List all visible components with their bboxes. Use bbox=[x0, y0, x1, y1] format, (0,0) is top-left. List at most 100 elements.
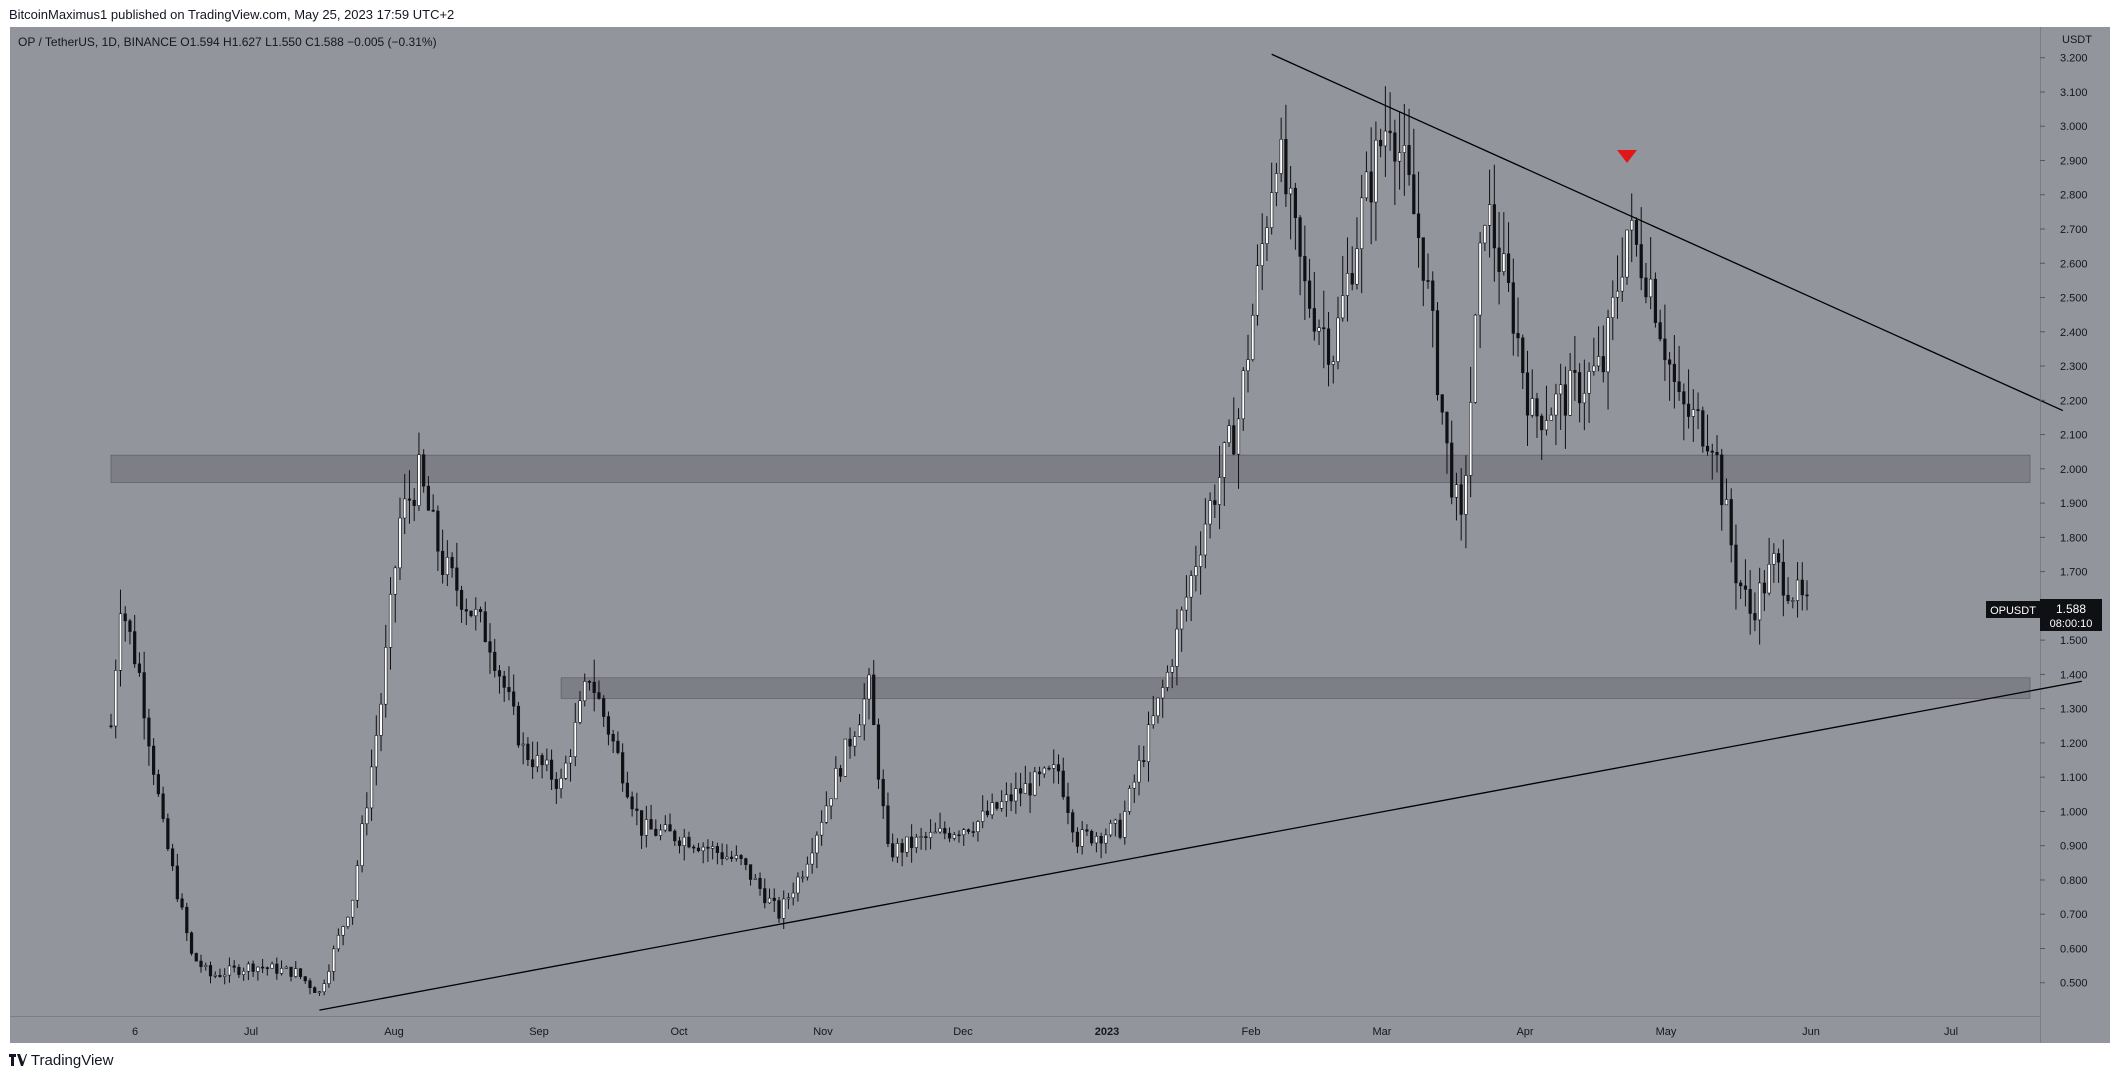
symbol-legend[interactable]: OP / TetherUS, 1D, BINANCE O1.594 H1.627… bbox=[18, 35, 437, 49]
candle bbox=[1303, 225, 1307, 321]
candle-body bbox=[1194, 566, 1198, 576]
candle bbox=[1180, 606, 1184, 652]
candle bbox=[564, 755, 568, 781]
candle bbox=[1194, 545, 1198, 592]
candle-body bbox=[1165, 671, 1170, 688]
candle-body bbox=[194, 953, 198, 962]
candle-body bbox=[1085, 829, 1089, 832]
symbol-tag: OPUSDT bbox=[1990, 605, 2036, 617]
candle-body bbox=[862, 698, 866, 726]
candle-body bbox=[118, 613, 123, 671]
candle bbox=[1236, 408, 1241, 489]
candle bbox=[459, 585, 464, 623]
candle-body bbox=[521, 743, 525, 746]
candle bbox=[824, 791, 828, 824]
candle bbox=[791, 882, 795, 906]
candle bbox=[526, 737, 530, 767]
candle bbox=[1630, 193, 1634, 263]
candle bbox=[208, 961, 213, 984]
candle-body bbox=[450, 557, 454, 569]
candle-body bbox=[497, 670, 502, 677]
candle-body bbox=[1146, 724, 1151, 762]
candle-body bbox=[1492, 204, 1496, 249]
candle bbox=[327, 964, 331, 988]
candle-body bbox=[725, 856, 729, 860]
candle bbox=[388, 577, 393, 670]
candle-body bbox=[332, 948, 336, 972]
candle-body bbox=[957, 834, 961, 837]
candle-body bbox=[1592, 365, 1596, 372]
candle bbox=[1473, 313, 1477, 404]
candle bbox=[673, 829, 677, 846]
price-tick-label: 1.300 bbox=[2060, 704, 2088, 716]
candle-body bbox=[137, 663, 142, 673]
candle-body bbox=[663, 824, 667, 831]
candle bbox=[1009, 783, 1013, 812]
candle-body bbox=[1426, 280, 1430, 282]
candle-body bbox=[1123, 811, 1127, 838]
candle bbox=[114, 659, 118, 739]
published-text: published on TradingView.com, May 25, 20… bbox=[110, 7, 455, 22]
candle-body bbox=[294, 968, 298, 977]
candle bbox=[649, 804, 653, 830]
candle bbox=[1170, 659, 1174, 689]
candle bbox=[1113, 818, 1117, 837]
price-tick-label: 3.200 bbox=[2060, 53, 2088, 65]
candle-body bbox=[237, 967, 241, 975]
candle-body bbox=[422, 454, 426, 487]
legend-high-value: 1.627 bbox=[231, 35, 262, 49]
candle bbox=[242, 967, 246, 981]
candle-body bbox=[156, 774, 160, 795]
candle-body bbox=[1521, 337, 1525, 374]
candle bbox=[1739, 580, 1743, 600]
candle bbox=[777, 896, 781, 923]
candle bbox=[1587, 362, 1591, 423]
candle bbox=[1416, 171, 1421, 268]
candle bbox=[692, 844, 696, 854]
candle-body bbox=[1644, 277, 1648, 298]
price-tick-label: 0.900 bbox=[2060, 841, 2088, 853]
candle bbox=[284, 965, 288, 969]
candle bbox=[227, 957, 232, 983]
candle-body bbox=[947, 832, 952, 839]
candle-body bbox=[478, 609, 483, 613]
candle-body bbox=[218, 975, 222, 977]
candle-body bbox=[1767, 563, 1771, 594]
candle-body bbox=[801, 876, 805, 879]
candle bbox=[1573, 335, 1577, 401]
legend-high-label: H bbox=[223, 35, 232, 49]
candle-body bbox=[114, 670, 118, 727]
candle-body bbox=[336, 934, 340, 950]
candle bbox=[1232, 397, 1236, 456]
candle-body bbox=[1241, 370, 1245, 420]
candle-body bbox=[924, 836, 928, 838]
time-axis-label: Jun bbox=[1802, 1026, 1820, 1038]
price-tick-label: 2.300 bbox=[2060, 361, 2088, 373]
candle-body bbox=[426, 485, 431, 511]
candle bbox=[441, 529, 445, 584]
chart-pane[interactable] bbox=[10, 27, 2040, 1043]
candle bbox=[658, 824, 663, 841]
candle bbox=[161, 786, 165, 823]
time-axis-panel[interactable] bbox=[10, 1016, 2040, 1044]
publisher-name[interactable]: BitcoinMaximus1 bbox=[9, 7, 108, 22]
candle-body bbox=[360, 823, 364, 866]
candle-body bbox=[1113, 819, 1117, 824]
candle bbox=[1061, 757, 1065, 800]
candle-body bbox=[981, 810, 985, 822]
candle-body bbox=[232, 965, 236, 968]
candle bbox=[1682, 383, 1686, 441]
candle bbox=[1549, 407, 1553, 421]
candle-body bbox=[1099, 836, 1103, 844]
candle bbox=[1241, 367, 1245, 431]
candle bbox=[578, 691, 582, 725]
tradingview-logo[interactable]: TradingView bbox=[9, 1052, 113, 1069]
candle-body bbox=[1289, 187, 1293, 195]
candle bbox=[1492, 164, 1496, 282]
candle-body bbox=[227, 965, 232, 976]
candle-body bbox=[123, 613, 127, 622]
price-axis-panel[interactable] bbox=[2040, 27, 2110, 1043]
candle bbox=[1743, 559, 1748, 607]
candle-body bbox=[796, 876, 800, 894]
